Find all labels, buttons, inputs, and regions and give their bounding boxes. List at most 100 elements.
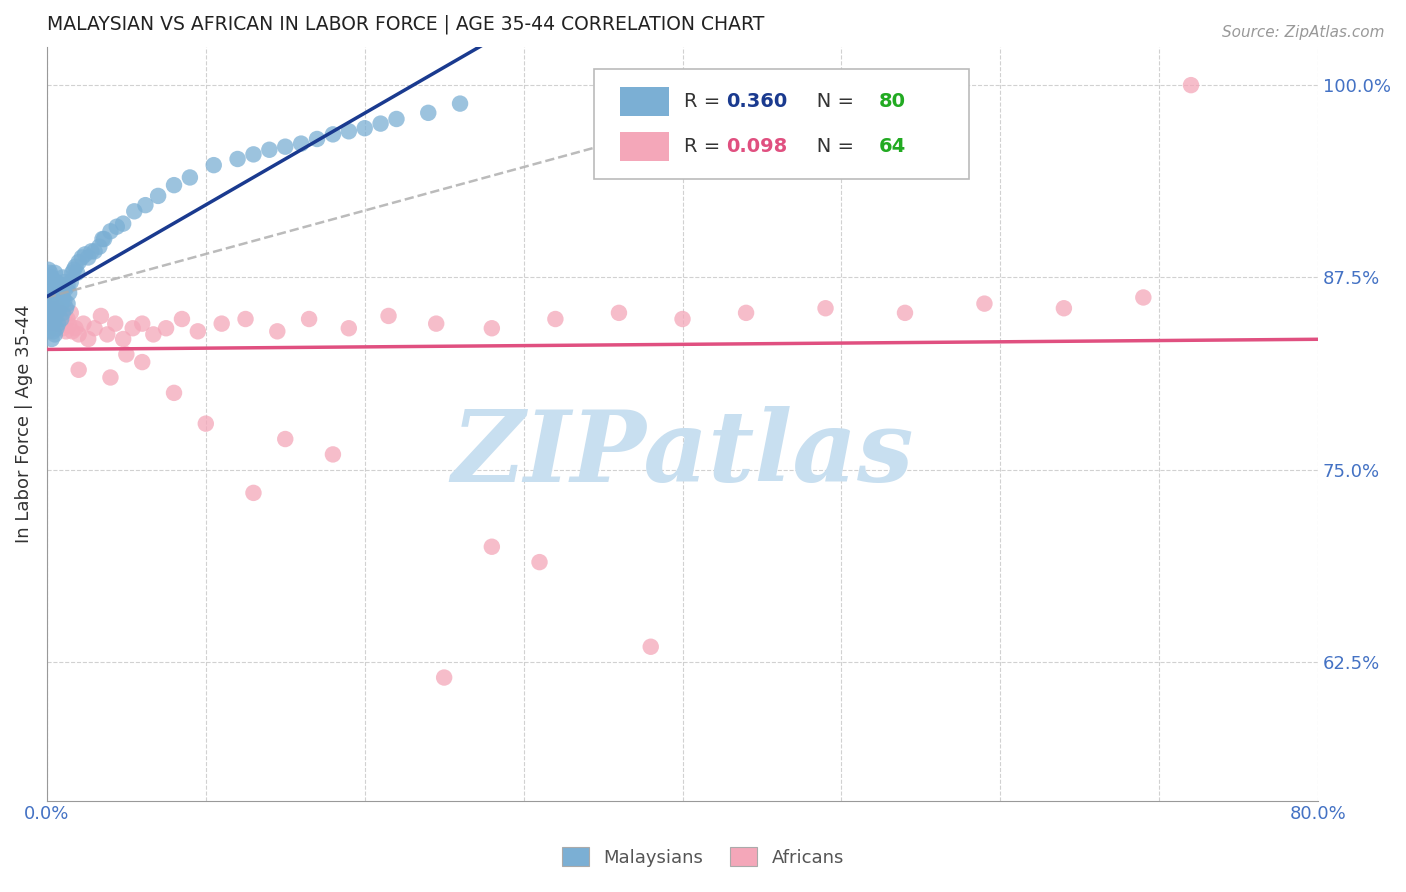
Point	[48, 312, 70, 326]
Point	[89, 240, 111, 254]
Point	[90, 309, 112, 323]
Point	[52, 270, 75, 285]
Point	[735, 306, 758, 320]
Point	[298, 312, 321, 326]
Point	[529, 555, 551, 569]
Point	[41, 270, 63, 285]
Point	[1180, 78, 1202, 92]
Point	[77, 251, 100, 265]
Point	[44, 312, 66, 326]
Point	[42, 293, 65, 308]
Point	[100, 370, 122, 384]
Point	[104, 317, 127, 331]
Point	[58, 285, 80, 300]
Point	[266, 324, 288, 338]
Point	[337, 124, 360, 138]
Point	[56, 278, 79, 293]
Point	[66, 266, 89, 280]
Point	[67, 327, 90, 342]
Point	[142, 327, 165, 342]
Point	[45, 306, 67, 320]
Point	[671, 312, 693, 326]
Point	[83, 244, 105, 259]
Point	[305, 132, 328, 146]
Point	[290, 136, 312, 151]
Point	[93, 232, 115, 246]
Point	[115, 347, 138, 361]
Point	[37, 309, 59, 323]
Point	[59, 275, 82, 289]
Point	[211, 317, 233, 331]
FancyBboxPatch shape	[593, 70, 969, 178]
Point	[46, 285, 69, 300]
Point	[377, 309, 399, 323]
Point	[163, 385, 186, 400]
Point	[39, 317, 62, 331]
Point	[39, 301, 62, 316]
Point	[37, 262, 59, 277]
Point	[179, 170, 201, 185]
Point	[134, 198, 156, 212]
Point	[73, 247, 96, 261]
Point	[131, 355, 153, 369]
Point	[53, 275, 76, 289]
Text: R =: R =	[683, 136, 727, 156]
Point	[449, 96, 471, 111]
Point	[45, 275, 67, 289]
Text: MALAYSIAN VS AFRICAN IN LABOR FORCE | AGE 35-44 CORRELATION CHART: MALAYSIAN VS AFRICAN IN LABOR FORCE | AG…	[46, 15, 765, 35]
Point	[894, 306, 917, 320]
Point	[55, 281, 77, 295]
Point	[37, 309, 59, 323]
Point	[39, 285, 62, 300]
Point	[973, 296, 995, 310]
Point	[322, 128, 344, 142]
Point	[274, 139, 297, 153]
Point	[58, 318, 80, 333]
Point	[44, 306, 66, 320]
Point	[52, 321, 75, 335]
Point	[39, 317, 62, 331]
Text: 0.098: 0.098	[725, 136, 787, 156]
Point	[48, 301, 70, 316]
Point	[105, 219, 128, 234]
Point	[385, 112, 408, 126]
Point	[41, 301, 63, 316]
Point	[65, 260, 87, 274]
Text: Source: ZipAtlas.com: Source: ZipAtlas.com	[1222, 25, 1385, 40]
FancyBboxPatch shape	[620, 87, 668, 116]
Point	[52, 306, 75, 320]
Point	[274, 432, 297, 446]
Point	[91, 232, 114, 246]
Y-axis label: In Labor Force | Age 35-44: In Labor Force | Age 35-44	[15, 304, 32, 543]
Point	[1132, 290, 1154, 304]
Point	[45, 290, 67, 304]
Point	[44, 266, 66, 280]
Point	[124, 204, 146, 219]
Text: 0.360: 0.360	[725, 92, 787, 112]
Point	[55, 301, 77, 316]
Point	[44, 327, 66, 342]
Point	[52, 290, 75, 304]
Point	[163, 178, 186, 193]
Point	[39, 266, 62, 280]
Point	[56, 296, 79, 310]
Point	[640, 640, 662, 654]
Point	[155, 321, 177, 335]
Point	[60, 266, 83, 280]
Point	[42, 312, 65, 326]
Point	[544, 312, 567, 326]
Point	[242, 486, 264, 500]
Point	[46, 317, 69, 331]
Point	[202, 158, 225, 172]
Point	[42, 278, 65, 293]
Point	[41, 285, 63, 300]
Point	[100, 224, 122, 238]
Text: R =: R =	[683, 92, 727, 112]
Point	[370, 117, 392, 131]
Point	[131, 317, 153, 331]
Point	[51, 312, 73, 326]
Point	[63, 262, 86, 277]
Point	[235, 312, 257, 326]
Point	[56, 312, 79, 326]
Point	[44, 296, 66, 310]
